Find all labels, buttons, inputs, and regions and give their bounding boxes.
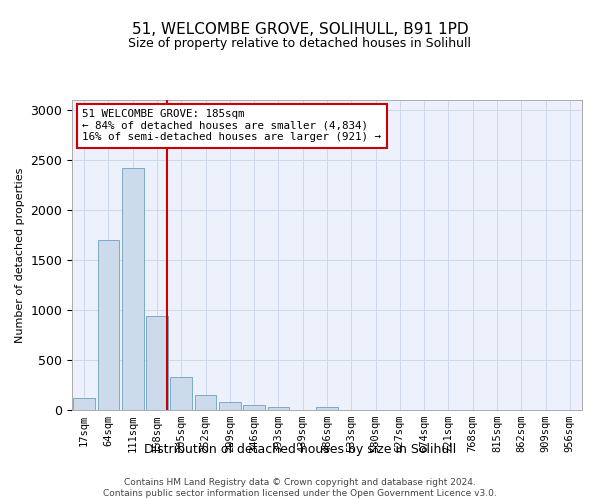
- Text: 51 WELCOMBE GROVE: 185sqm
← 84% of detached houses are smaller (4,834)
16% of se: 51 WELCOMBE GROVE: 185sqm ← 84% of detac…: [82, 110, 381, 142]
- Bar: [73, 398, 95, 410]
- Text: Distribution of detached houses by size in Solihull: Distribution of detached houses by size …: [144, 442, 456, 456]
- Bar: [243, 404, 265, 410]
- Y-axis label: Number of detached properties: Number of detached properties: [15, 168, 25, 342]
- Bar: [194, 394, 217, 410]
- Bar: [146, 316, 168, 410]
- Bar: [97, 240, 119, 410]
- Text: Size of property relative to detached houses in Solihull: Size of property relative to detached ho…: [128, 38, 472, 51]
- Bar: [268, 407, 289, 410]
- Bar: [170, 377, 192, 410]
- Bar: [316, 407, 338, 410]
- Bar: [122, 168, 143, 410]
- Text: 51, WELCOMBE GROVE, SOLIHULL, B91 1PD: 51, WELCOMBE GROVE, SOLIHULL, B91 1PD: [131, 22, 469, 38]
- Text: Contains HM Land Registry data © Crown copyright and database right 2024.
Contai: Contains HM Land Registry data © Crown c…: [103, 478, 497, 498]
- Bar: [219, 402, 241, 410]
